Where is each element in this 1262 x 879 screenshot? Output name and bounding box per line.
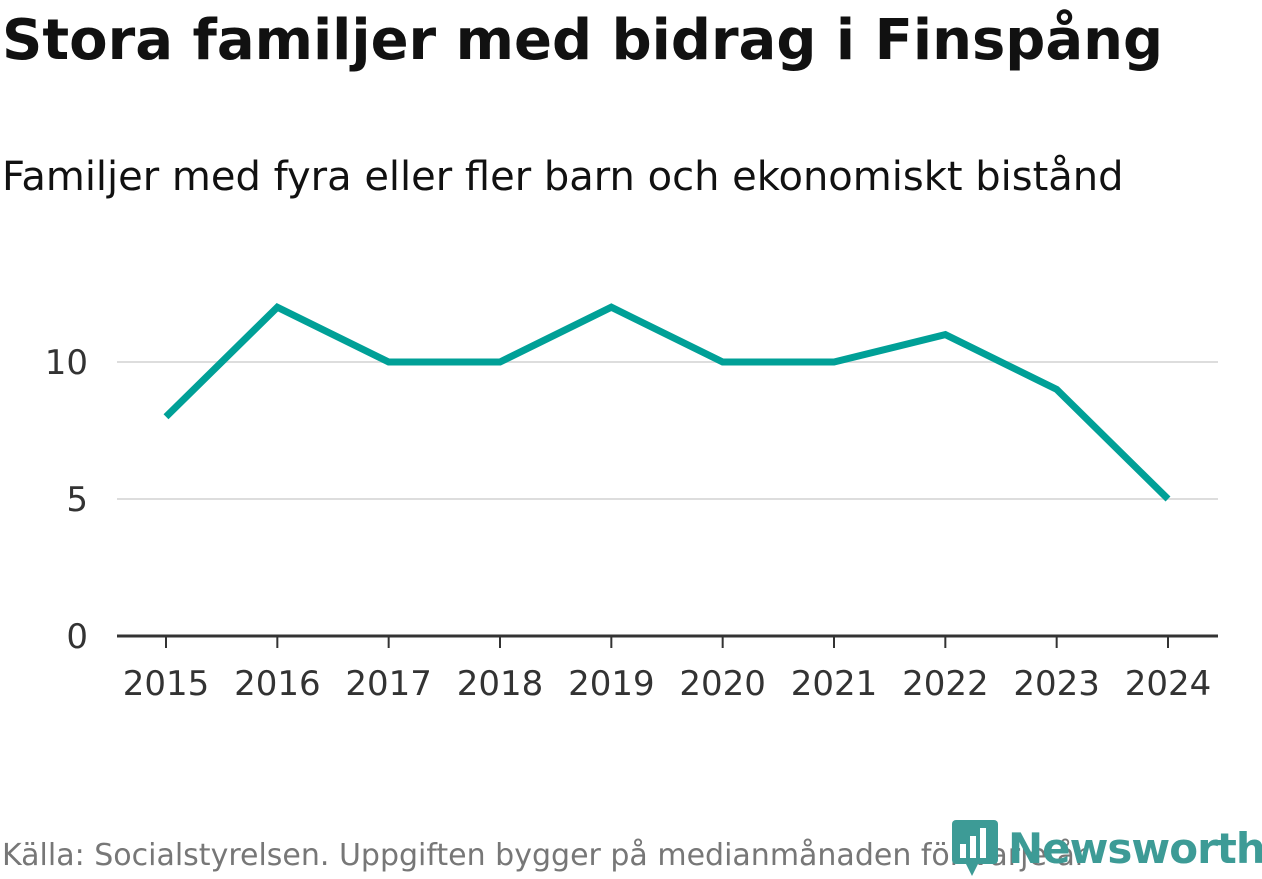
data-point-2016[interactable] xyxy=(273,303,281,311)
chart-subtitle: Familjer med fyra eller fler barn och ek… xyxy=(2,154,1124,200)
data-point-2015[interactable] xyxy=(162,413,170,421)
series-layer xyxy=(162,302,1172,503)
data-point-2021[interactable] xyxy=(830,358,838,366)
x-tick-label-2021: 2021 xyxy=(791,664,878,704)
data-point-2020[interactable] xyxy=(719,358,727,366)
axis-layer xyxy=(117,634,1218,648)
y-tick-label-0: 0 xyxy=(66,617,88,657)
x-tick-label-2017: 2017 xyxy=(345,664,432,704)
brand-name: Newsworthy xyxy=(1008,823,1262,873)
series-line-0[interactable] xyxy=(163,302,1171,502)
data-point-2023[interactable] xyxy=(1053,385,1061,393)
x-tick-label-2022: 2022 xyxy=(902,664,989,704)
y-tick-label-10: 10 xyxy=(45,343,88,383)
newsworthy-logo[interactable]: Newsworthy xyxy=(950,818,1262,878)
x-tick-label-2023: 2023 xyxy=(1013,664,1100,704)
x-tick-label-2020: 2020 xyxy=(679,664,766,704)
x-tick-label-2018: 2018 xyxy=(457,664,544,704)
newsworthy-logo-icon xyxy=(952,820,998,876)
x-tick-label-2019: 2019 xyxy=(568,664,655,704)
x-tick-label-2016: 2016 xyxy=(234,664,321,704)
data-point-2022[interactable] xyxy=(941,331,949,339)
source-note: Källa: Socialstyrelsen. Uppgiften bygger… xyxy=(2,838,1088,873)
data-point-2019[interactable] xyxy=(607,303,615,311)
x-tick-label-2024: 2024 xyxy=(1125,664,1212,704)
grid-layer xyxy=(117,361,1218,500)
data-point-2017[interactable] xyxy=(385,358,393,366)
data-point-2024[interactable] xyxy=(1164,495,1172,503)
chart-title: Stora familjer med bidrag i Finspång xyxy=(2,8,1164,73)
data-point-2018[interactable] xyxy=(496,358,504,366)
y-tick-label-5: 5 xyxy=(66,480,88,520)
x-tick-label-2015: 2015 xyxy=(123,664,210,704)
label-layer: 0 5 10 2015 2016 2017 2018 2019 2020 2021 2022 2023… xyxy=(45,343,1212,704)
